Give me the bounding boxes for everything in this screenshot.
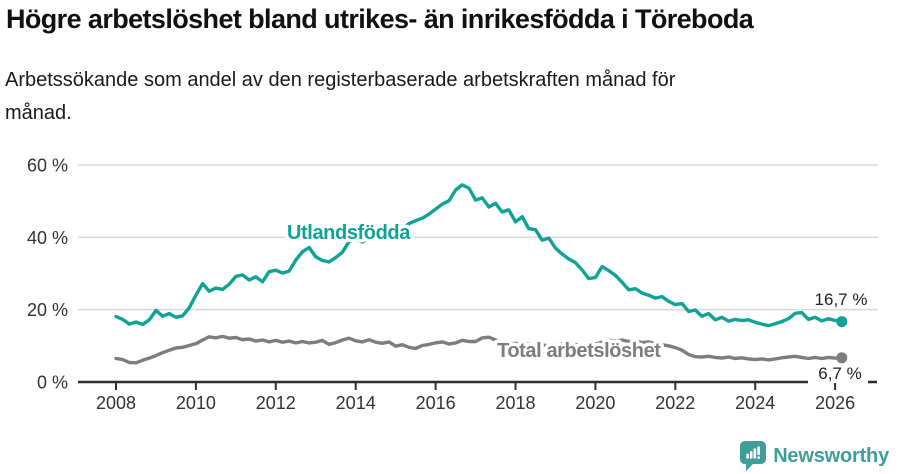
chart-subtitle-line1: Arbetssökande som andel av den registerb… (5, 69, 676, 91)
y-tick-label: 40 % (27, 228, 68, 248)
newsworthy-logo[interactable]: Newsworthy (740, 440, 889, 472)
x-tick-label: 2018 (495, 393, 535, 413)
x-tick-label: 2022 (655, 393, 695, 413)
utlandsfodda-end-value-label: 16,7 % (815, 290, 868, 309)
gridlines (78, 164, 878, 311)
x-axis-ticks: 2008 2010 2012 2014 2016 2018 2020 2022 2024 2026 (96, 383, 855, 413)
utlandsfodda-line (114, 183, 844, 328)
x-tick-label: 2024 (735, 393, 775, 413)
chart-subtitle: Arbetssökande som andel av den registerb… (5, 64, 865, 130)
y-tick-label: 20 % (27, 300, 68, 320)
bar-chart-speech-bubble-icon (740, 441, 767, 471)
chart-title: Högre arbetslöshet bland utrikes- än inr… (6, 4, 754, 34)
brand-name: Newsworthy (773, 444, 889, 467)
total-arbetsloshet-end-dot (836, 352, 848, 364)
total-arbetsloshet-end-value-label: 6,7 % (818, 364, 861, 383)
x-tick-label: 2012 (256, 393, 296, 413)
y-axis-labels: 0 % 20 % 40 % 60 % (27, 155, 68, 392)
x-tick-label: 2010 (176, 393, 216, 413)
x-tick-label: 2014 (336, 393, 376, 413)
utlandsfodda-series-label: Utlandsfödda (287, 222, 411, 244)
total-arbetsloshet-series-label: Total arbetslöshet (497, 340, 661, 362)
chart-subtitle-line2: månad. (5, 102, 72, 124)
utlandsfodda-end-dot (836, 316, 848, 328)
x-tick-label: 2020 (575, 393, 615, 413)
axis-label-mask (808, 365, 868, 384)
y-tick-label: 60 % (27, 155, 68, 175)
total-arbetsloshet-line (114, 334, 844, 365)
x-tick-label: 2008 (96, 393, 136, 413)
x-tick-label: 2026 (815, 393, 855, 413)
x-tick-label: 2016 (416, 393, 456, 413)
y-tick-label: 0 % (37, 373, 68, 393)
